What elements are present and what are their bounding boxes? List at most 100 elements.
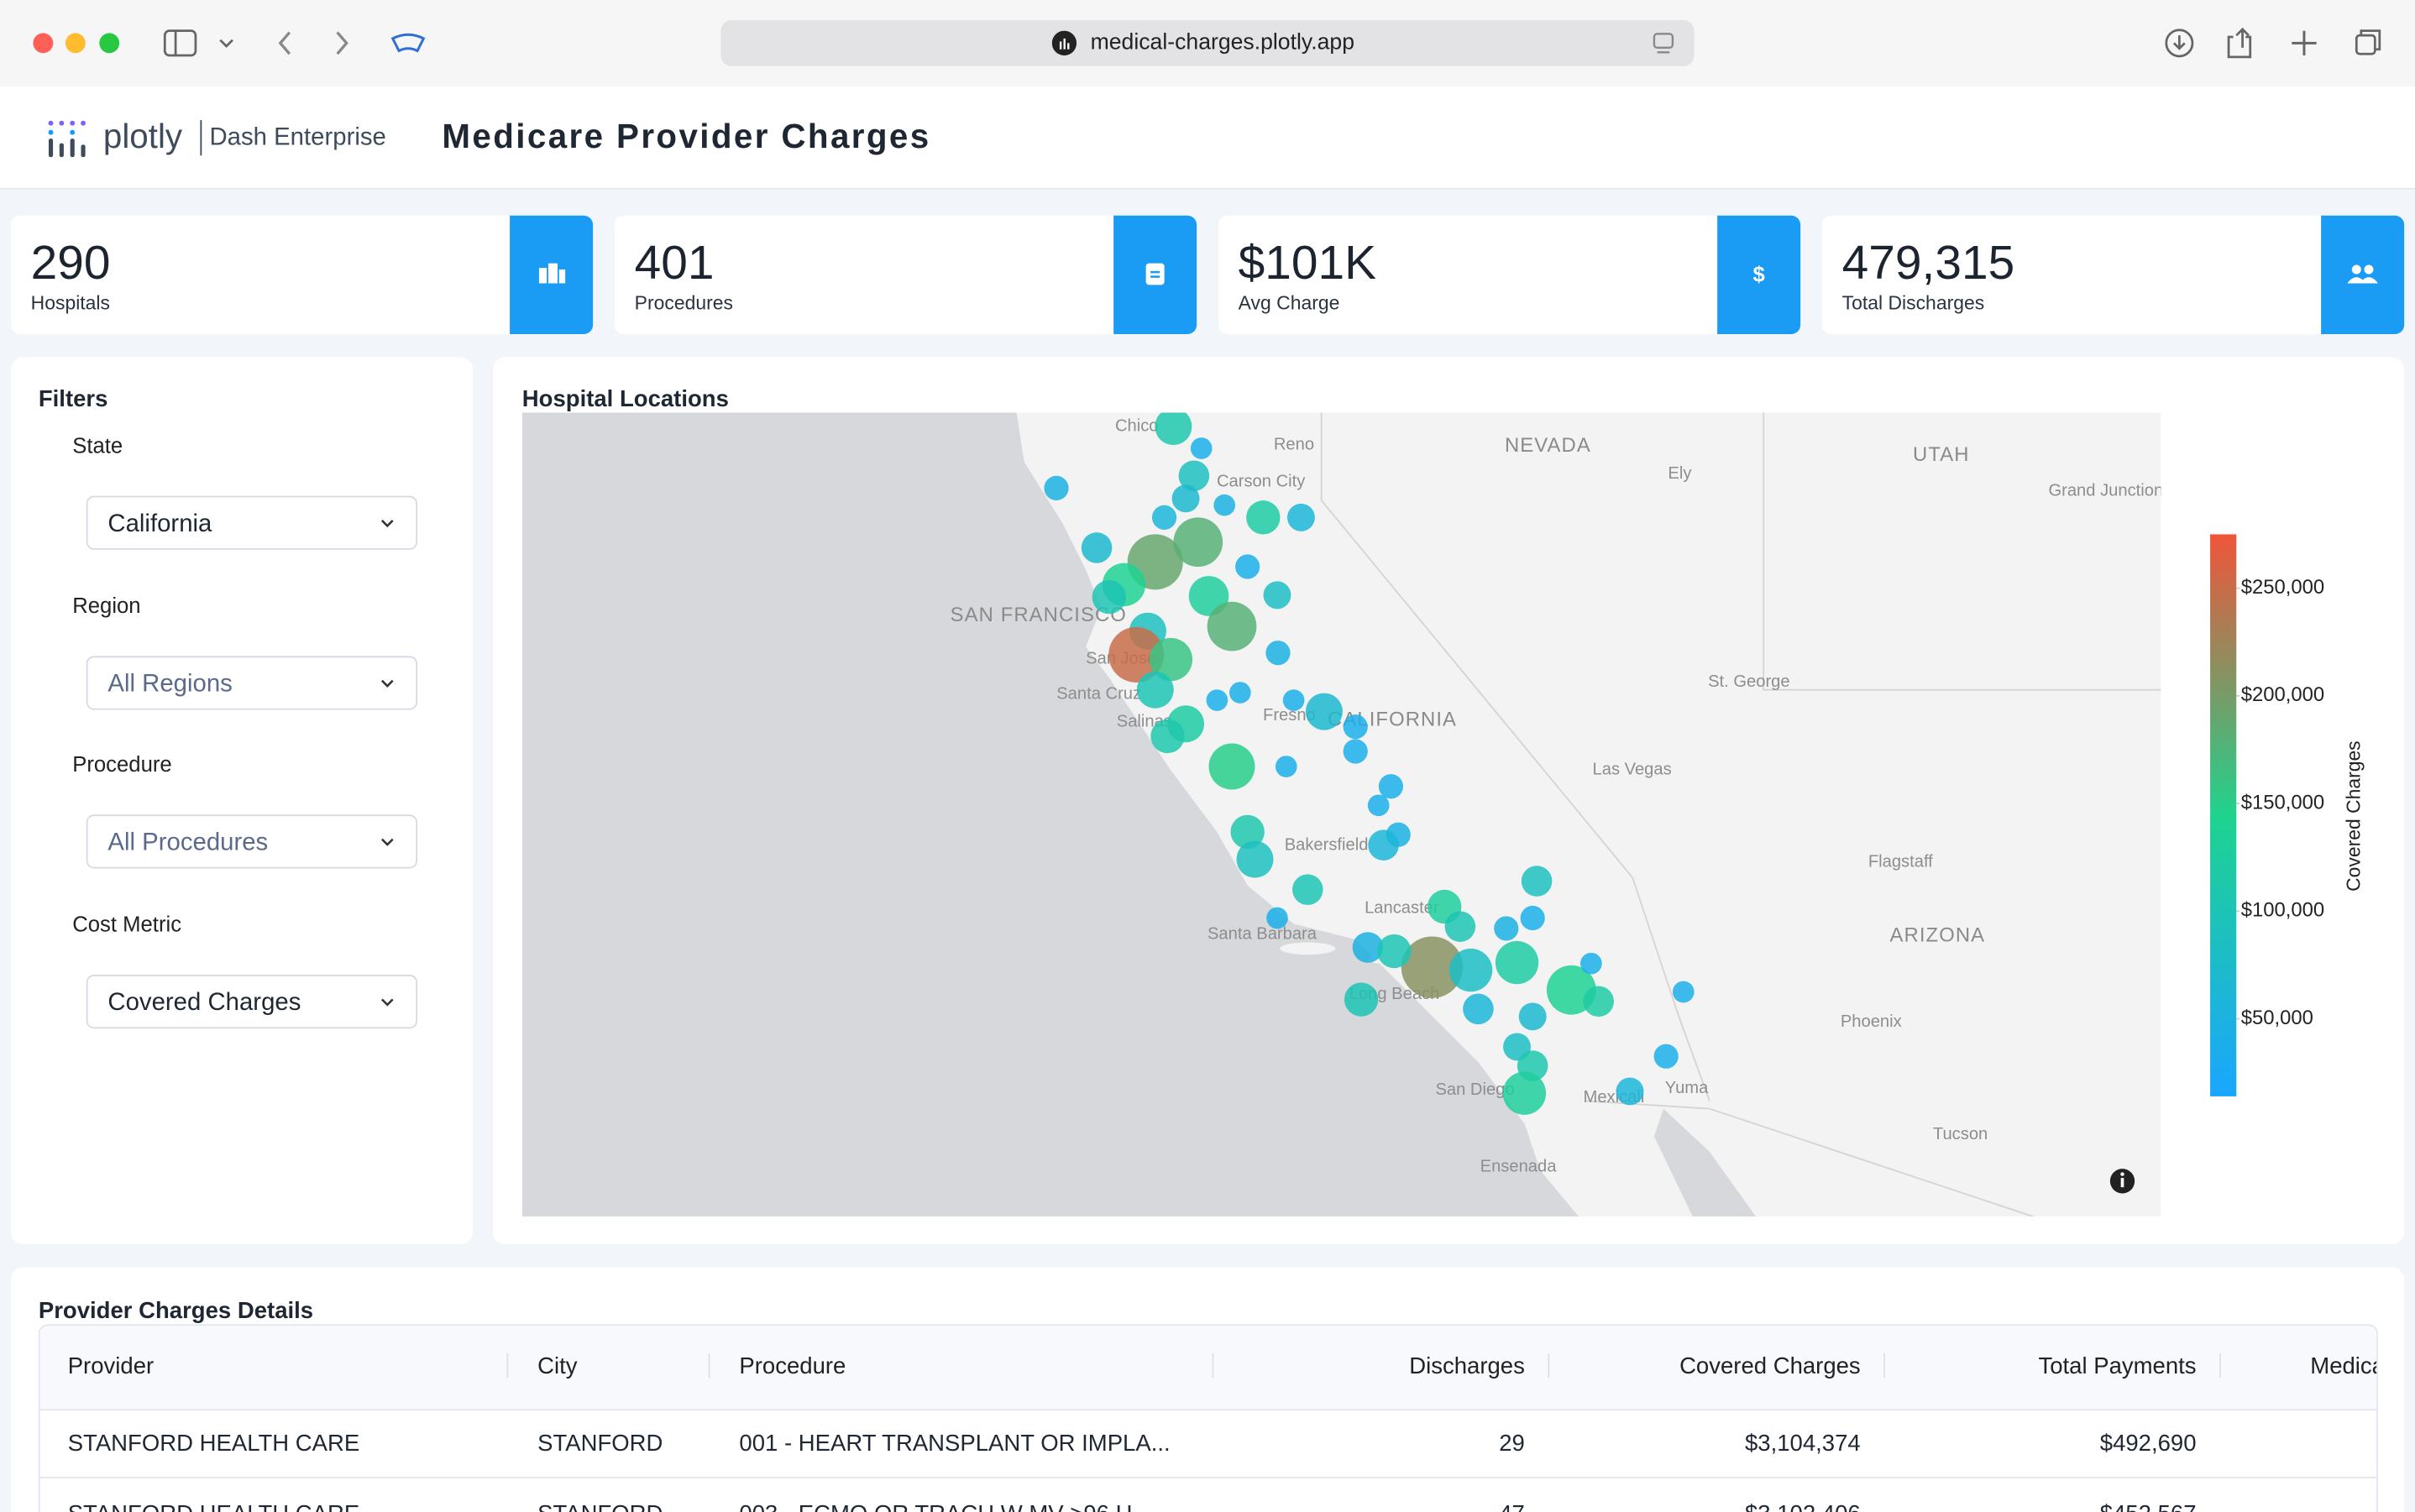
colorbar-tick-label: $100,000 — [2241, 899, 2324, 922]
place-label: St. George — [1708, 672, 1789, 691]
kpi-label: Procedures — [634, 292, 733, 315]
hospital-bubble[interactable] — [1495, 940, 1539, 985]
hospital-bubble[interactable] — [1266, 907, 1288, 929]
chevron — [380, 678, 394, 688]
icon: $ — [1752, 264, 1764, 287]
hospital-bubble[interactable] — [1282, 689, 1305, 711]
kpi-value: $101K — [1238, 235, 1377, 290]
hospital-bubble[interactable] — [1463, 993, 1494, 1025]
table-cell: STANFORD HEALTH CARE — [67, 1430, 360, 1457]
hospital-bubble[interactable] — [1263, 581, 1291, 610]
dropdown-value: Covered Charges — [107, 989, 301, 1016]
dropdown[interactable]: All Regions — [86, 655, 418, 709]
hospital-bubble[interactable] — [1518, 1002, 1547, 1031]
hospital-bubble[interactable] — [1235, 554, 1260, 579]
hospital-bubble[interactable] — [1521, 866, 1553, 897]
hospital-bubble[interactable] — [1081, 532, 1113, 563]
hospital-bubble[interactable] — [1367, 794, 1390, 817]
hospital-bubble[interactable] — [1151, 505, 1177, 530]
column-header[interactable]: City — [537, 1353, 578, 1380]
column-separator — [1548, 1353, 1550, 1379]
dropdown[interactable]: All Procedures — [86, 814, 418, 869]
hospital-bubble[interactable] — [1207, 601, 1257, 651]
hospital-bubble[interactable] — [1616, 1077, 1644, 1106]
map-title: Hospital Locations — [521, 386, 729, 413]
hospital-bubble[interactable] — [1653, 1044, 1679, 1069]
hospital-bubble[interactable] — [1520, 905, 1545, 931]
tabs-button[interactable] — [2355, 34, 2376, 55]
column-header[interactable]: Covered Charges — [1679, 1353, 1861, 1380]
hospital-bubble[interactable] — [1275, 756, 1297, 777]
hospital-bubble[interactable] — [1150, 719, 1185, 754]
hospital-bubble[interactable] — [1286, 503, 1315, 531]
hospital-bubble[interactable] — [1173, 517, 1223, 568]
hospital-bubble[interactable] — [1305, 693, 1343, 730]
shield-icon — [390, 33, 426, 53]
hospital-bubble[interactable] — [1378, 774, 1404, 799]
hospital-bubble[interactable] — [1344, 982, 1379, 1017]
new-tab-button[interactable] — [2292, 30, 2317, 56]
column-header[interactable]: Medicare Payments — [2310, 1353, 2376, 1380]
hospital-bubble[interactable] — [1448, 948, 1493, 992]
hospital-bubble[interactable] — [1494, 916, 1519, 941]
hospital-bubble[interactable] — [1208, 743, 1255, 790]
hospital-bubble[interactable] — [1583, 986, 1614, 1018]
logo-text: plotly — [102, 117, 183, 156]
kpi-label: Hospitals — [30, 292, 111, 315]
hospital-bubble[interactable] — [1444, 911, 1476, 942]
hospital-bubble[interactable] — [1155, 412, 1192, 446]
reader-icon[interactable] — [1651, 33, 1675, 57]
table-cell: STANFORD — [537, 1501, 663, 1512]
share-button[interactable] — [2227, 27, 2252, 59]
table-cell: STANFORD — [537, 1430, 663, 1457]
hospital-bubble[interactable] — [1343, 714, 1368, 740]
hospital-bubble[interactable] — [1190, 437, 1213, 459]
column-header[interactable]: Procedure — [739, 1353, 846, 1380]
hospital-bubble[interactable] — [1213, 494, 1236, 516]
hospital-bubble[interactable] — [1044, 475, 1069, 500]
hospital-bubble[interactable] — [1228, 682, 1251, 704]
hospital-bubble[interactable] — [1230, 814, 1265, 850]
table-cell: 47 — [1499, 1501, 1525, 1512]
app-header — [0, 86, 2415, 190]
back-button[interactable] — [278, 31, 291, 55]
hospital-bubble[interactable] — [1265, 641, 1291, 666]
dropdown-value: All Regions — [107, 670, 233, 697]
place-label: Grand Junction — [2048, 481, 2161, 500]
hospital-bubble[interactable] — [1246, 500, 1281, 535]
hospital-bubble[interactable] — [1092, 579, 1126, 615]
hospital-bubble[interactable] — [1672, 981, 1695, 1003]
hospital-bubble[interactable] — [1292, 874, 1323, 905]
sidebar-button[interactable] — [163, 29, 197, 57]
hospital-bubble[interactable] — [1178, 460, 1210, 492]
column-header[interactable]: Discharges — [1409, 1353, 1525, 1380]
hospital-bubble[interactable] — [1171, 484, 1200, 513]
svg-text:$: $ — [1752, 264, 1764, 287]
hospital-bubble[interactable] — [1580, 952, 1602, 975]
table-cell: $492,690 — [2099, 1430, 2197, 1457]
dropdown[interactable]: Covered Charges — [86, 974, 418, 1028]
forward-button[interactable] — [336, 31, 348, 55]
hospital-bubble[interactable] — [1368, 829, 1399, 861]
hospital-bubble[interactable] — [1401, 936, 1464, 998]
address-bar[interactable]: medical-charges.plotly.app — [720, 19, 1695, 66]
table-cell: $452,567 — [2100, 1501, 2197, 1512]
hospital-bubble[interactable] — [1149, 637, 1193, 682]
hospital-bubble[interactable] — [1236, 840, 1274, 878]
dropdown[interactable]: California — [86, 495, 418, 550]
hospital-bubble[interactable] — [1352, 932, 1384, 963]
close-button[interactable] — [33, 33, 54, 54]
zoom-button[interactable] — [99, 33, 120, 54]
column-header[interactable]: Provider — [67, 1353, 155, 1380]
map[interactable]: Chico Reno Carson City NEVADA Ely UTAH Grand J… — [521, 412, 2161, 1217]
hospital-bubble[interactable] — [1343, 739, 1368, 764]
hospital-bubble[interactable] — [1377, 934, 1412, 969]
hospital-bubble[interactable] — [1206, 689, 1228, 711]
hospital-bubble[interactable] — [1108, 626, 1165, 683]
hospital-bubble[interactable] — [1136, 671, 1174, 709]
minimize-button[interactable] — [65, 33, 86, 54]
downloads-button[interactable] — [2165, 29, 2194, 58]
hospital-bubble[interactable] — [1502, 1071, 1547, 1115]
place-label: Fresno — [1263, 706, 1316, 725]
column-header[interactable]: Total Payments — [2038, 1353, 2197, 1380]
